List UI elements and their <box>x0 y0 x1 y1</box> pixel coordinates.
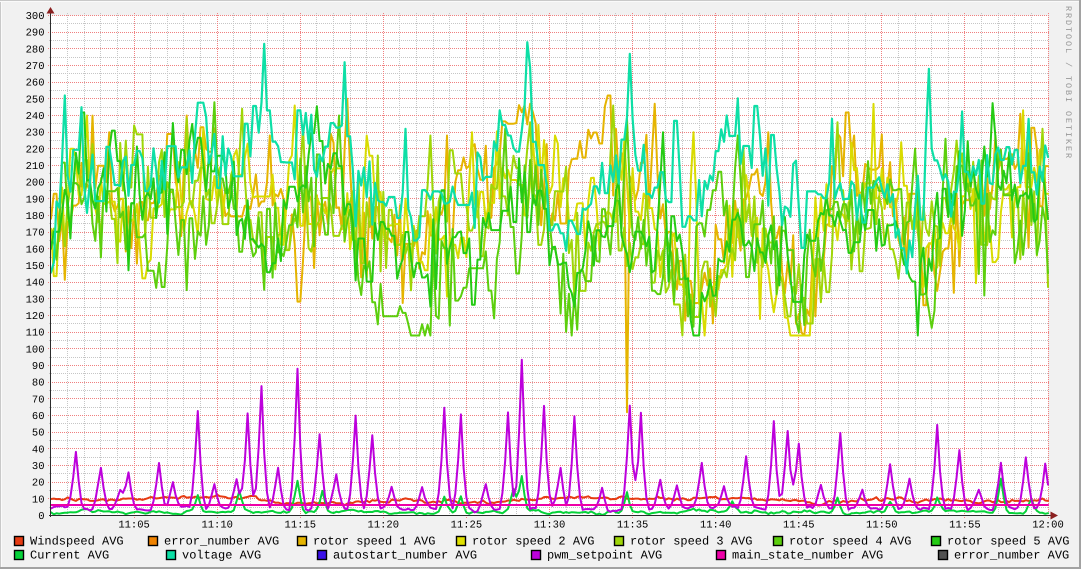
svg-text:60: 60 <box>32 411 45 423</box>
svg-text:140: 140 <box>26 278 45 290</box>
svg-text:rotor speed 3 AVG: rotor speed 3 AVG <box>630 535 752 549</box>
svg-text:11:15: 11:15 <box>285 520 317 532</box>
svg-text:260: 260 <box>26 78 45 90</box>
svg-text:0: 0 <box>38 511 44 523</box>
svg-text:70: 70 <box>32 394 45 406</box>
svg-text:250: 250 <box>26 94 45 106</box>
svg-text:300: 300 <box>26 11 45 23</box>
svg-text:11:10: 11:10 <box>201 520 233 532</box>
svg-text:11:20: 11:20 <box>368 520 400 532</box>
svg-text:30: 30 <box>32 461 45 473</box>
svg-text:40: 40 <box>32 444 45 456</box>
svg-text:11:05: 11:05 <box>118 520 150 532</box>
svg-text:110: 110 <box>26 328 45 340</box>
svg-text:180: 180 <box>26 211 45 223</box>
svg-text:150: 150 <box>26 261 45 273</box>
svg-text:pwm_setpoint AVG: pwm_setpoint AVG <box>547 549 662 563</box>
svg-text:190: 190 <box>26 194 45 206</box>
svg-text:290: 290 <box>26 28 45 40</box>
svg-text:280: 280 <box>26 44 45 56</box>
svg-text:270: 270 <box>26 61 45 73</box>
svg-text:error_number AVG: error_number AVG <box>164 535 279 549</box>
svg-text:autostart_number AVG: autostart_number AVG <box>333 549 477 563</box>
svg-text:11:50: 11:50 <box>866 520 898 532</box>
svg-text:RRDTOOL / TOBI OETIKER: RRDTOOL / TOBI OETIKER <box>1063 6 1073 160</box>
svg-text:100: 100 <box>26 344 45 356</box>
svg-text:170: 170 <box>26 228 45 240</box>
svg-text:rotor speed 2 AVG: rotor speed 2 AVG <box>472 535 594 549</box>
svg-text:200: 200 <box>26 178 45 190</box>
svg-text:Windspeed AVG: Windspeed AVG <box>30 535 124 549</box>
svg-text:130: 130 <box>26 294 45 306</box>
svg-text:160: 160 <box>26 244 45 256</box>
svg-text:12:00: 12:00 <box>1032 520 1064 532</box>
svg-text:error_number AVG: error_number AVG <box>954 549 1069 563</box>
svg-text:11:30: 11:30 <box>534 520 566 532</box>
svg-text:50: 50 <box>32 428 45 440</box>
svg-text:rotor speed 5 AVG: rotor speed 5 AVG <box>947 535 1069 549</box>
svg-text:11:55: 11:55 <box>949 520 981 532</box>
svg-text:80: 80 <box>32 378 45 390</box>
svg-text:main_state_number AVG: main_state_number AVG <box>732 549 883 563</box>
svg-text:11:45: 11:45 <box>783 520 815 532</box>
svg-text:voltage AVG: voltage AVG <box>182 549 261 563</box>
svg-text:rotor speed 1 AVG: rotor speed 1 AVG <box>313 535 435 549</box>
svg-text:11:25: 11:25 <box>451 520 483 532</box>
svg-text:90: 90 <box>32 361 45 373</box>
svg-text:rotor speed 4 AVG: rotor speed 4 AVG <box>789 535 911 549</box>
svg-text:120: 120 <box>26 311 45 323</box>
svg-text:240: 240 <box>26 111 45 123</box>
svg-text:230: 230 <box>26 128 45 140</box>
svg-text:20: 20 <box>32 478 45 490</box>
svg-text:10: 10 <box>32 494 45 506</box>
svg-text:220: 220 <box>26 144 45 156</box>
svg-text:Current AVG: Current AVG <box>30 549 109 563</box>
svg-text:11:35: 11:35 <box>617 520 649 532</box>
svg-text:11:40: 11:40 <box>700 520 732 532</box>
svg-text:210: 210 <box>26 161 45 173</box>
